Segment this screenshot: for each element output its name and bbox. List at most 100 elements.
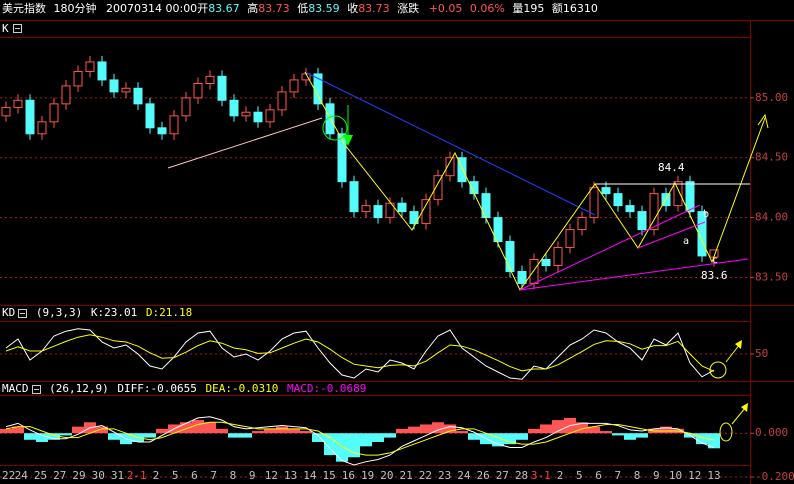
candle-body bbox=[13, 99, 23, 108]
volume: 量195 bbox=[512, 2, 544, 15]
candle-body bbox=[205, 75, 215, 84]
candle-body bbox=[349, 181, 359, 213]
annotation: a bbox=[683, 236, 689, 247]
candle-body bbox=[181, 97, 191, 117]
x-tick-label: 13 bbox=[707, 469, 720, 482]
close: 83.73 bbox=[358, 2, 390, 15]
histogram-bar bbox=[300, 431, 312, 434]
y-tick-label: 84.50 bbox=[755, 151, 788, 164]
x-tick-label: 9 bbox=[653, 469, 660, 482]
x-tick-label: 22 bbox=[419, 469, 432, 482]
candle-body bbox=[565, 229, 575, 249]
amount: 额16310 bbox=[552, 2, 598, 15]
histogram-bar bbox=[456, 431, 468, 434]
x-tick-label: 7 bbox=[210, 469, 217, 482]
x-tick-label: 30 bbox=[92, 469, 105, 482]
collapse-icon[interactable] bbox=[13, 24, 22, 33]
candle-body bbox=[637, 211, 647, 231]
trend-lines bbox=[167, 71, 769, 442]
low-label: 低 bbox=[297, 2, 308, 15]
candle-body bbox=[553, 247, 563, 266]
candle-body bbox=[133, 87, 143, 105]
series-line bbox=[5, 328, 715, 380]
x-tick-label: 16 bbox=[342, 469, 355, 482]
candle-body bbox=[289, 79, 299, 93]
change: +0.05 bbox=[429, 2, 463, 15]
candle-body bbox=[445, 157, 455, 177]
collapse-icon[interactable] bbox=[18, 309, 27, 318]
candle-body bbox=[121, 87, 131, 93]
histogram-bar bbox=[264, 428, 276, 434]
candle-body bbox=[277, 91, 287, 111]
x-tick-label: 26 bbox=[476, 469, 489, 482]
x-tick-label: 6 bbox=[595, 469, 602, 482]
x-tick-label: 14 bbox=[303, 469, 317, 482]
candle-body bbox=[649, 193, 659, 231]
candle-body bbox=[145, 103, 155, 129]
panel-params: (9,3,3) bbox=[36, 306, 82, 319]
histogram-bar bbox=[108, 433, 120, 440]
histogram-bar bbox=[588, 426, 600, 434]
candle-body bbox=[673, 181, 683, 207]
histogram-bar bbox=[228, 433, 240, 438]
candle-body bbox=[697, 211, 707, 257]
candle-body bbox=[229, 99, 239, 117]
legend-entry: DIFF:-0.0655 bbox=[117, 382, 196, 395]
histogram-bar bbox=[96, 426, 108, 434]
close-label: 收 bbox=[347, 1, 358, 15]
collapse-icon[interactable] bbox=[32, 385, 41, 394]
histogram-bar bbox=[528, 428, 540, 434]
macd-header: MACD (26,12,9) DIFF:-0.0655 DEA:-0.0310 … bbox=[2, 382, 366, 395]
x-tick-label: 6 bbox=[191, 469, 198, 482]
header: 美元指数 180分钟 20070314 00:00开83.67 高83.73 低… bbox=[2, 1, 598, 15]
candle-body bbox=[85, 61, 95, 73]
histogram-bar bbox=[540, 424, 552, 434]
histogram-bar bbox=[240, 433, 252, 438]
x-tick-label: 2 bbox=[153, 469, 160, 482]
candle-body bbox=[601, 187, 611, 195]
candle-body bbox=[265, 109, 275, 123]
candle-body bbox=[1, 106, 11, 117]
candle-body bbox=[373, 205, 383, 219]
series-line bbox=[5, 421, 715, 456]
candle-body bbox=[25, 99, 35, 135]
histogram-bar bbox=[504, 433, 516, 445]
histogram-bar bbox=[396, 428, 408, 434]
histogram-bar bbox=[144, 433, 156, 438]
candle-body bbox=[217, 75, 227, 101]
legend-entry: D:21.18 bbox=[146, 306, 192, 319]
x-tick-label: 2 bbox=[557, 469, 564, 482]
x-tick-label: 8 bbox=[634, 469, 641, 482]
candle-body bbox=[409, 211, 419, 225]
x-tick-label: 8 bbox=[230, 469, 237, 482]
x-tick-label: 2-1 bbox=[127, 469, 147, 482]
histogram-bar bbox=[288, 428, 300, 434]
datetime: 20070314 00:00 bbox=[106, 2, 197, 15]
histogram-bar bbox=[336, 433, 348, 462]
y-tick-label: 0.000 bbox=[755, 426, 788, 439]
histogram-bar bbox=[72, 426, 84, 434]
candle-body bbox=[529, 259, 539, 284]
panel-title: K bbox=[2, 22, 9, 35]
candle-body bbox=[61, 85, 71, 105]
candle-body bbox=[193, 82, 203, 99]
histogram-bar bbox=[444, 424, 456, 434]
candle-body bbox=[241, 111, 251, 117]
x-tick-label: 27 bbox=[53, 469, 66, 482]
candle-body bbox=[49, 103, 59, 123]
annotation: 84.4 bbox=[658, 161, 685, 174]
change-label: 涨跌 bbox=[397, 1, 419, 15]
x-tick-label: 3-1 bbox=[531, 469, 551, 482]
histogram-bar bbox=[432, 422, 444, 434]
x-tick-label: 12 bbox=[265, 469, 278, 482]
histogram-bar bbox=[324, 433, 336, 456]
x-tick-label: 24 bbox=[15, 469, 29, 482]
y-tick-label: 83.50 bbox=[755, 270, 788, 283]
x-tick-label: 13 bbox=[284, 469, 297, 482]
histogram-bar bbox=[0, 428, 12, 434]
x-tick-label: 28 bbox=[515, 469, 528, 482]
candle-body bbox=[109, 79, 119, 93]
